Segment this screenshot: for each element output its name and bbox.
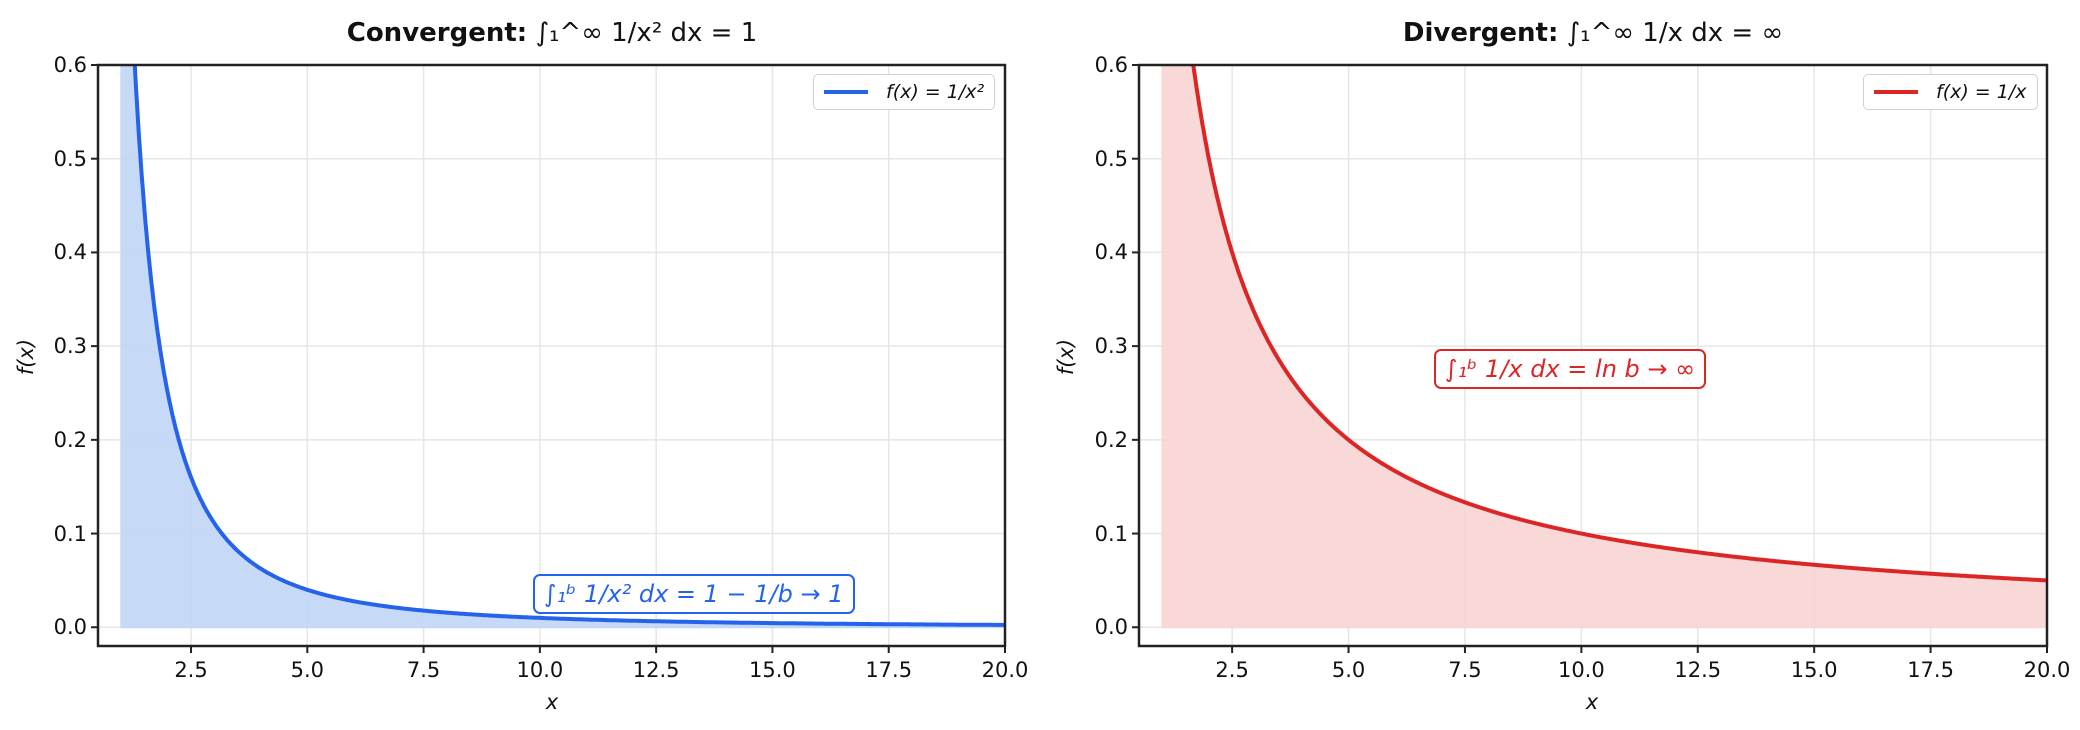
left-x-axis-label: x	[545, 690, 559, 714]
x-tick-label: 2.5	[174, 658, 208, 682]
y-tick-label: 0.0	[1094, 615, 1128, 640]
right-chart-title: Divergent: ∫₁^∞ 1/x dx = ∞	[1402, 18, 1784, 48]
x-tick-label: 5.0	[1331, 658, 1366, 682]
x-tick-label: 12.5	[1674, 658, 1722, 682]
x-tick-label: 12.5	[632, 658, 680, 682]
x-tick-label: 20.0	[2023, 658, 2071, 682]
y-tick-label: 0.6	[53, 53, 87, 77]
y-tick-label: 0.4	[1094, 240, 1128, 265]
y-tick-label: 0.5	[53, 146, 87, 171]
y-tick-label: 0.3	[1094, 334, 1128, 359]
left-chart-title: Convergent: ∫₁^∞ 1/x² dx = 1	[346, 18, 758, 48]
x-tick-label: 5.0	[290, 658, 324, 682]
y-tick-label: 0.6	[1094, 53, 1128, 77]
x-tick-label: 2.5	[1215, 658, 1249, 682]
y-tick-label: 0.2	[1094, 427, 1128, 452]
left-legend: f(x) = 1/x²	[813, 74, 996, 110]
y-tick-label: 0.0	[53, 615, 87, 640]
x-tick-label: 10.0	[1557, 658, 1605, 682]
x-tick-label: 17.5	[1907, 658, 1954, 682]
x-tick-label: 15.0	[749, 658, 796, 682]
x-tick-label: 17.5	[865, 658, 913, 682]
y-tick-label: 0.3	[53, 334, 87, 359]
right-annotation: ∫₁ᵇ 1/x dx = ln b → ∞	[1434, 349, 1707, 389]
right-legend: f(x) = 1/x	[1863, 74, 2038, 110]
left-annotation: ∫₁ᵇ 1/x² dx = 1 − 1/b → 1	[533, 574, 855, 614]
right-y-axis-label: f(x)	[1054, 338, 1078, 376]
right-legend-label: f(x) = 1/x	[1936, 81, 2027, 103]
y-tick-label: 0.5	[1094, 146, 1128, 171]
x-tick-label: 15.0	[1790, 658, 1838, 682]
x-tick-label: 7.5	[406, 658, 441, 682]
y-tick-label: 0.2	[53, 427, 87, 452]
y-tick-label: 0.4	[53, 240, 87, 265]
x-tick-label: 20.0	[981, 658, 1029, 682]
legend-line-red-icon	[1874, 90, 1918, 94]
right-x-axis-label: x	[1585, 690, 1599, 714]
left-legend-label: f(x) = 1/x²	[886, 81, 985, 103]
legend-line-blue-icon	[824, 90, 868, 94]
x-tick-label: 7.5	[1448, 658, 1482, 682]
left-y-axis-label: f(x)	[14, 338, 38, 376]
y-tick-label: 0.1	[53, 521, 87, 546]
x-tick-label: 10.0	[516, 658, 564, 682]
y-tick-label: 0.1	[1094, 521, 1128, 546]
